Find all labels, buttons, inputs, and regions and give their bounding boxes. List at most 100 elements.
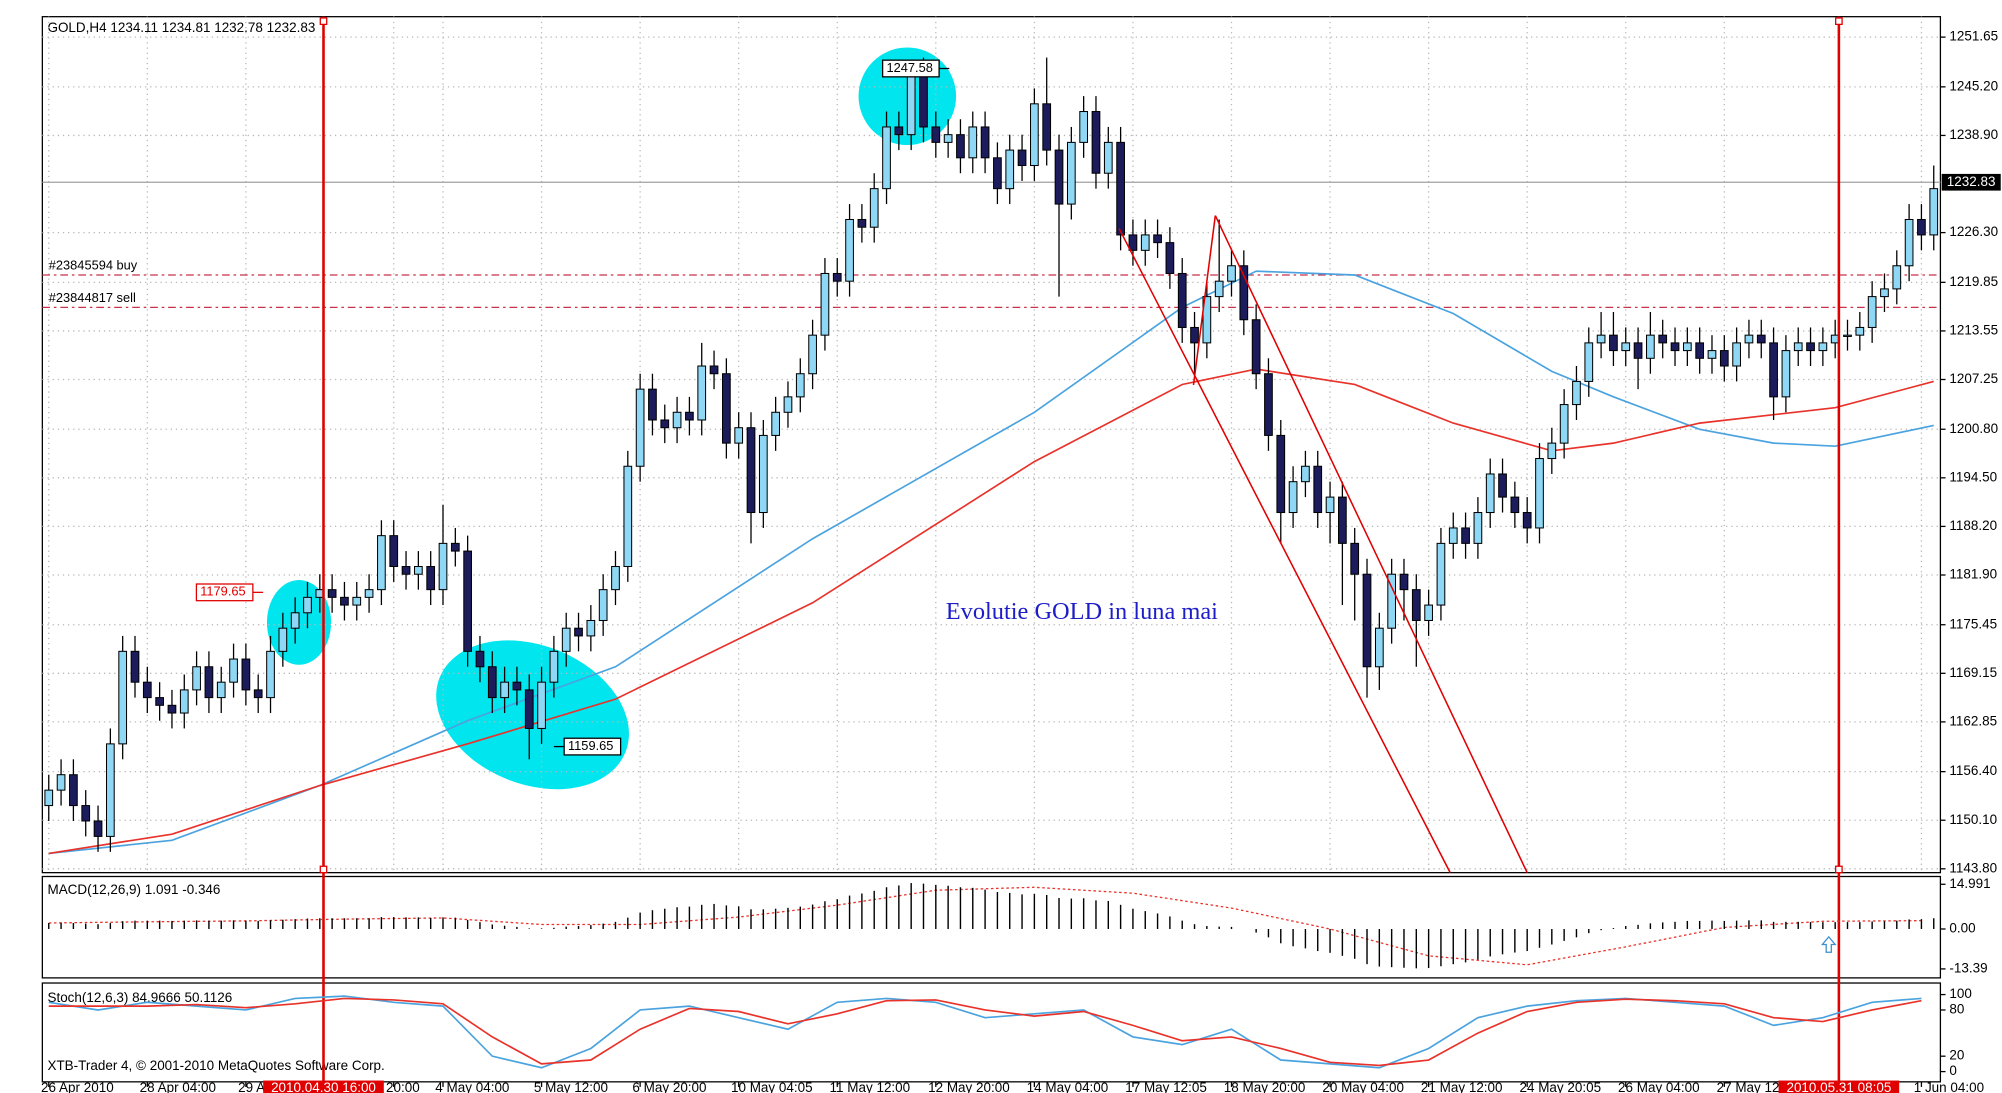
x-tick-label: 5 May 12:00 xyxy=(534,1080,608,1093)
candle-body xyxy=(1239,265,1249,321)
candle-body xyxy=(1535,458,1544,529)
y-tick-label: 1194.50 xyxy=(1949,469,1997,484)
candle-body xyxy=(956,134,965,159)
candle-body xyxy=(1424,604,1433,622)
candle-body xyxy=(1214,280,1224,298)
trend-channel xyxy=(1214,215,1528,873)
candle-body xyxy=(1744,334,1754,344)
candle-body xyxy=(1658,334,1668,344)
candle-body xyxy=(1066,141,1076,205)
candle-body xyxy=(771,411,781,436)
candle-body xyxy=(1387,573,1397,629)
candle-body xyxy=(1153,234,1162,244)
candle-body xyxy=(204,666,214,699)
candle-body xyxy=(1313,465,1323,514)
x-tick-label: 21 May 12:00 xyxy=(1421,1080,1503,1093)
y-tick-label: 1238.90 xyxy=(1949,127,1998,142)
candle-body xyxy=(1682,342,1692,352)
candle-body xyxy=(155,697,165,706)
candle-body xyxy=(746,427,756,514)
x-tick-label: 14 May 04:00 xyxy=(1027,1080,1109,1093)
moving-average xyxy=(48,270,1934,855)
candle-body xyxy=(1719,350,1729,367)
candle-body xyxy=(1522,512,1532,529)
x-tick-label: 24 May 20:05 xyxy=(1519,1080,1601,1093)
candle-body xyxy=(1584,342,1594,382)
candle-body xyxy=(1633,342,1643,359)
price-label: 1247.58 xyxy=(886,60,932,75)
last-price-label: 1232.83 xyxy=(1947,174,1996,189)
order-label: #23844817 sell xyxy=(49,290,136,305)
y-tick-label: 1219.85 xyxy=(1949,274,1998,289)
price-label: 1179.65 xyxy=(200,584,245,599)
candle-body xyxy=(1017,149,1027,167)
candle-body xyxy=(561,627,571,652)
candle-body xyxy=(758,434,768,514)
y-tick-label: 20 xyxy=(1949,1048,1964,1063)
candle-body xyxy=(820,272,830,336)
candle-body xyxy=(303,596,312,614)
y-tick-label: 1226.30 xyxy=(1949,224,1998,239)
candle-body xyxy=(167,704,177,714)
candle-body xyxy=(1005,149,1015,190)
candle-body xyxy=(1288,481,1298,514)
copyright: XTB-Trader 4, © 2001-2010 MetaQuotes Sof… xyxy=(47,1058,384,1073)
y-tick-label: 1245.20 xyxy=(1949,78,1998,93)
marker-date-box xyxy=(1778,1080,1900,1093)
candle-body xyxy=(1769,342,1778,398)
candle-body xyxy=(1079,111,1089,143)
candle-body xyxy=(722,373,731,444)
candle-body xyxy=(598,589,608,622)
candle-body xyxy=(266,650,275,699)
x-tick-label: 12 May 20:00 xyxy=(928,1080,1010,1093)
x-tick-label: 26 Apr 2010 xyxy=(41,1080,114,1093)
candle-body xyxy=(1116,141,1125,236)
marker-date: 2010.05.31 08:05 xyxy=(1786,1080,1891,1093)
candle-body xyxy=(1621,342,1631,352)
candle-body xyxy=(697,365,707,421)
candle-body xyxy=(56,774,66,791)
marker-handle xyxy=(319,17,328,26)
candle-body xyxy=(1436,542,1446,606)
x-tick-label: 26 May 04:00 xyxy=(1618,1080,1700,1093)
x-tick-label: 28 Apr 04:00 xyxy=(140,1080,216,1093)
candle-body xyxy=(1091,111,1101,174)
macd-title: MACD(12,26,9) 1.091 -0.346 xyxy=(47,882,220,897)
candle-body xyxy=(44,789,54,807)
candle-body xyxy=(857,218,867,228)
y-tick-label: 1181.90 xyxy=(1949,567,1997,582)
main-panel xyxy=(41,16,1942,874)
candle-body xyxy=(623,465,633,568)
candle-body xyxy=(795,373,805,398)
candle-body xyxy=(1177,272,1187,328)
candle-body xyxy=(635,388,645,467)
stoch-panel xyxy=(41,982,1942,1083)
y-tick-label: 1251.65 xyxy=(1949,29,1998,44)
candle-body xyxy=(1054,149,1064,205)
last-price-box xyxy=(1941,173,2001,191)
candle-body xyxy=(906,72,916,136)
candle-body xyxy=(1264,373,1273,436)
candle-body xyxy=(463,550,473,652)
candle-body xyxy=(105,743,115,837)
x-tick-label: 27 May 12: xyxy=(1717,1080,1784,1093)
candle-body xyxy=(845,218,854,282)
candle-body xyxy=(943,134,953,143)
candle-body xyxy=(253,689,263,699)
y-tick-label: 0 xyxy=(1949,1063,1957,1078)
candle-body xyxy=(401,565,411,575)
candle-body xyxy=(1202,296,1212,344)
candle-body xyxy=(1929,188,1939,236)
candle-body xyxy=(1867,296,1877,328)
x-tick-label: 11 May 12:00 xyxy=(830,1080,911,1093)
candle-body xyxy=(130,650,140,683)
signal-line xyxy=(48,886,1922,966)
candle-body xyxy=(1251,319,1261,375)
y-tick-label: -13.39 xyxy=(1949,960,1987,975)
candle-body xyxy=(1793,342,1803,352)
candle-body xyxy=(1350,542,1360,575)
candle-body xyxy=(278,627,288,652)
candle-body xyxy=(450,542,460,552)
candle-body xyxy=(1498,473,1507,498)
